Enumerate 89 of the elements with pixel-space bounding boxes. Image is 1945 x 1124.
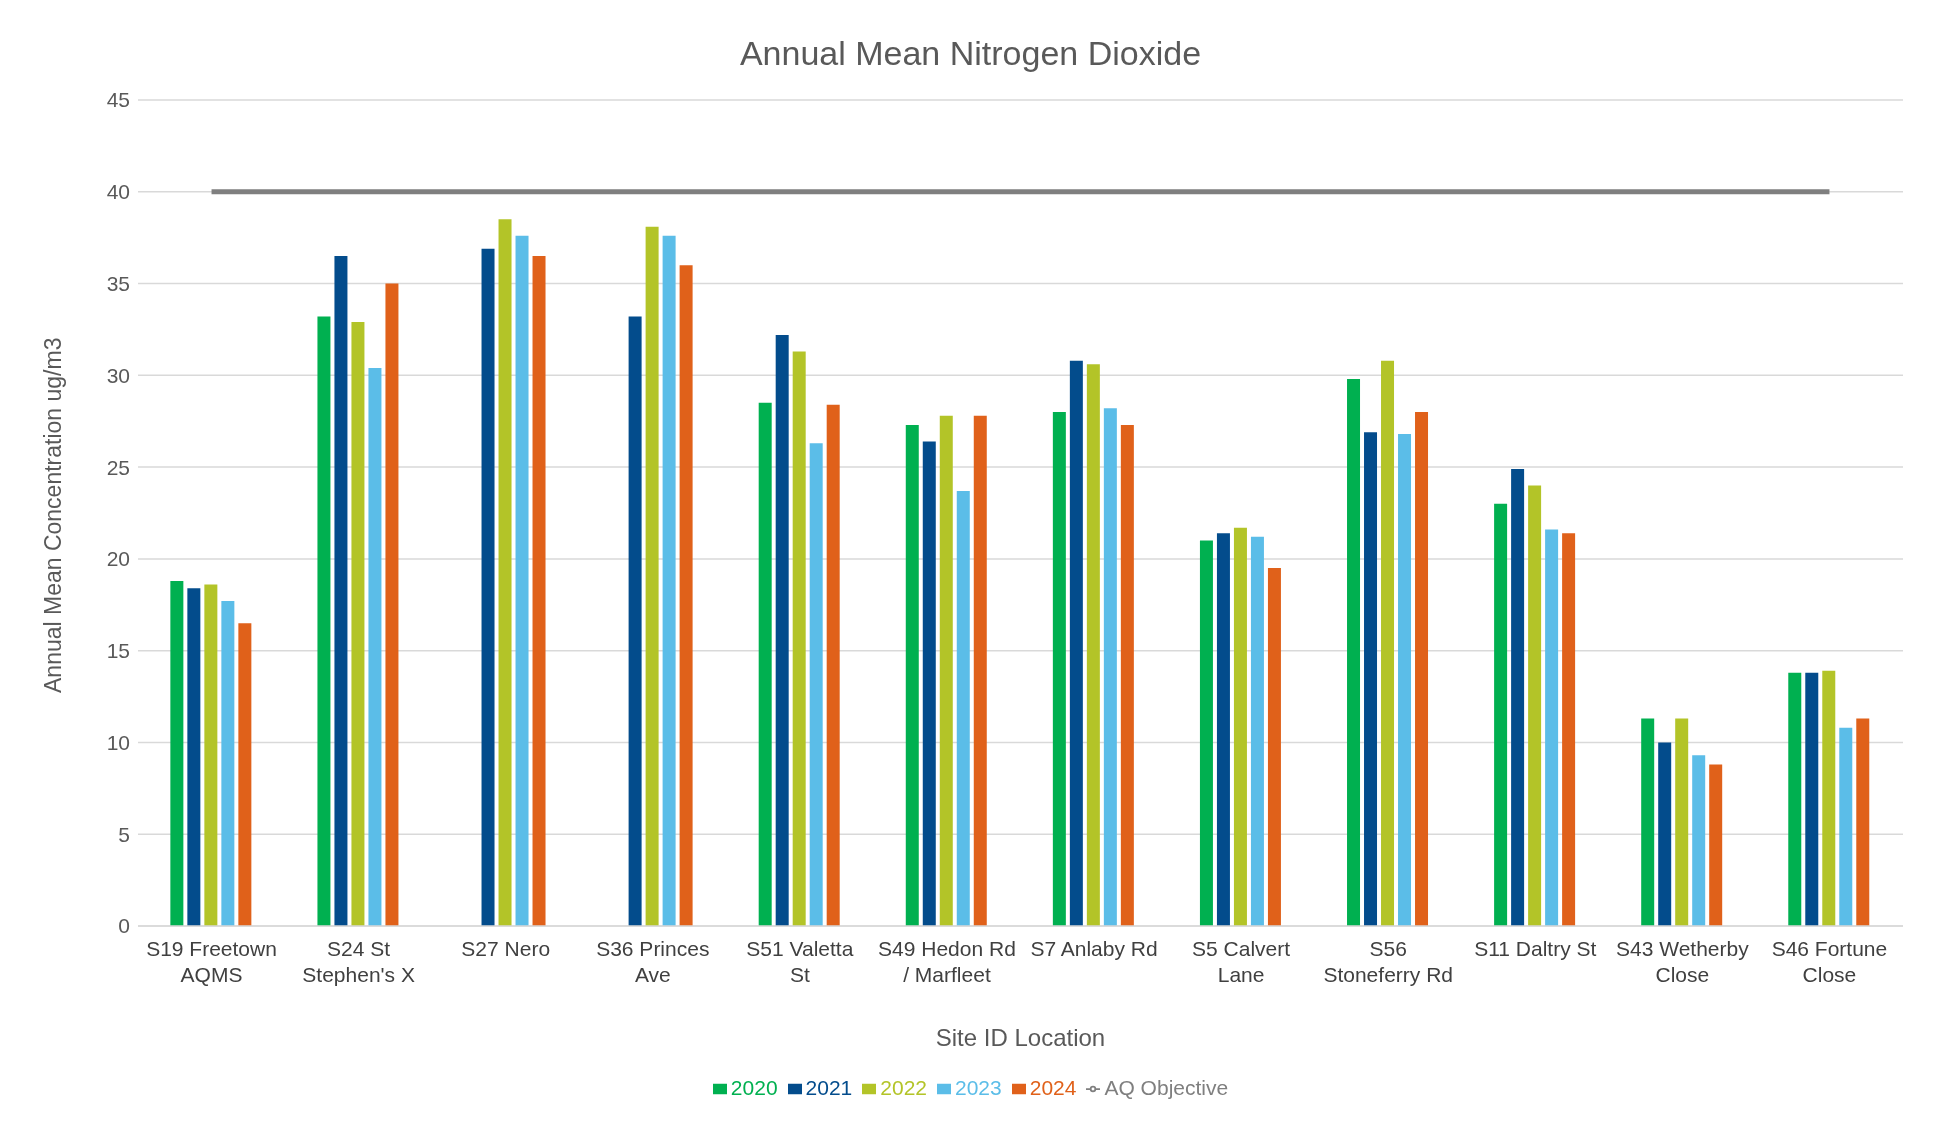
bar	[1658, 742, 1672, 926]
y-tick-label: 45	[106, 88, 130, 112]
legend-label: AQ Objective	[1104, 1076, 1229, 1099]
bar	[775, 334, 789, 926]
x-tick-label: S11 Daltry St	[1474, 937, 1597, 960]
bar	[1788, 672, 1802, 926]
legend-label: 2020	[730, 1076, 778, 1099]
y-tick-label: 10	[106, 730, 130, 754]
bar	[1052, 412, 1066, 926]
legend-label: 2024	[1029, 1076, 1077, 1099]
y-tick-label: 20	[106, 547, 130, 571]
bar	[1545, 529, 1559, 926]
x-tick-label: S5 Calvert Lane	[1192, 937, 1291, 986]
x-tick-label: S7 Anlaby Rd	[1030, 937, 1158, 960]
bar	[1199, 540, 1213, 926]
bar	[1267, 568, 1281, 926]
bar	[1641, 718, 1655, 926]
bar	[1562, 533, 1576, 926]
y-tick-label: 35	[106, 272, 130, 296]
x-tick-label: S46 Fortune Close	[1771, 937, 1888, 986]
bar	[939, 415, 953, 926]
legend-label: 2021	[805, 1076, 853, 1099]
bar	[1805, 672, 1819, 926]
bar	[498, 219, 512, 926]
bar	[809, 443, 823, 926]
bar	[1216, 533, 1230, 926]
bar	[922, 441, 936, 926]
bar	[758, 402, 772, 926]
y-tick-label: 5	[118, 822, 130, 846]
legend-label: 2022	[880, 1076, 927, 1099]
bar	[317, 316, 331, 926]
bar	[187, 588, 201, 926]
bar	[905, 424, 919, 926]
y-axis-title: Annual Mean Concentration ug/m3	[40, 337, 67, 693]
bar	[532, 256, 546, 926]
bar	[1822, 670, 1836, 926]
bar	[1675, 718, 1689, 926]
bar	[1511, 468, 1525, 926]
bar	[1103, 408, 1117, 926]
chart-title: Annual Mean Nitrogen Dioxide	[738, 33, 1203, 74]
bar	[956, 490, 970, 926]
bar	[221, 601, 235, 926]
bar	[515, 235, 529, 926]
x-tick-label: S24 St Stephen's X	[302, 937, 415, 986]
bar	[1709, 764, 1723, 926]
bar	[1839, 727, 1853, 926]
bar	[1250, 536, 1264, 926]
bar	[1364, 432, 1378, 926]
x-tick-label: S56 Stoneferry Rd	[1323, 937, 1453, 986]
bar	[1398, 434, 1412, 926]
bar	[1233, 527, 1247, 926]
y-tick-label: 25	[106, 455, 130, 479]
bar	[628, 316, 642, 926]
bar	[1856, 718, 1870, 926]
bar	[826, 404, 840, 926]
bar	[1494, 503, 1508, 926]
bar	[1347, 379, 1361, 926]
bar	[204, 584, 218, 926]
bar	[351, 322, 365, 926]
bar	[973, 415, 987, 926]
y-tick-label: 40	[106, 180, 130, 204]
bar	[679, 265, 693, 926]
bar	[1120, 424, 1134, 926]
bar	[385, 283, 399, 926]
bar	[1069, 360, 1083, 926]
x-tick-label: S49 Hedon Rd / Marfleet	[878, 937, 1016, 986]
legend-label: 2023	[955, 1076, 1002, 1099]
bar	[334, 256, 348, 926]
bar	[1692, 755, 1706, 926]
y-tick-label: 0	[118, 914, 130, 938]
x-tick-label: S36 Princes Ave	[596, 937, 710, 986]
x-tick-label: S27 Nero	[461, 937, 551, 960]
y-tick-label: 30	[106, 363, 130, 387]
bar	[1415, 412, 1429, 926]
bar	[238, 623, 252, 926]
bar	[1086, 364, 1100, 926]
x-tick-label: S43 Wetherby Close	[1616, 937, 1750, 986]
bar	[481, 248, 495, 926]
bar	[1528, 485, 1542, 926]
bar	[662, 235, 676, 926]
x-axis-title: Site ID Location	[935, 1024, 1106, 1051]
bar	[645, 226, 659, 926]
bar	[368, 367, 382, 926]
x-tick-label: S19 Freetown AQMS	[146, 937, 277, 986]
bar	[170, 580, 184, 926]
y-tick-label: 15	[106, 639, 130, 663]
bar	[1381, 360, 1395, 926]
x-tick-label: S51 Valetta St	[746, 937, 854, 986]
bar	[792, 351, 806, 926]
